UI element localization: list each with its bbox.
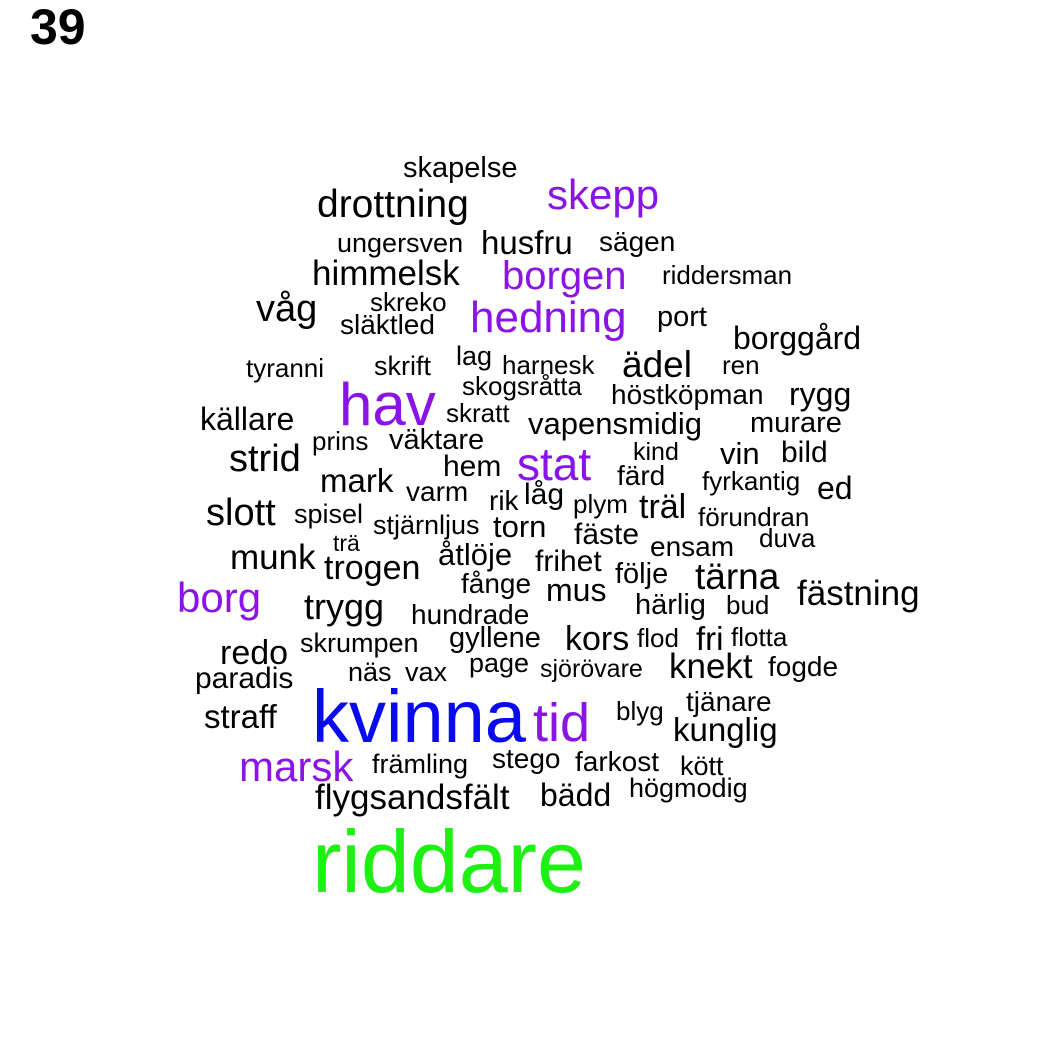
word: stat: [517, 438, 592, 490]
word: rygg: [789, 376, 852, 412]
word: skapelse: [403, 152, 518, 184]
word: fogde: [768, 651, 839, 682]
word: trygg: [304, 586, 385, 627]
word: väktare: [389, 424, 485, 456]
word: förundran: [698, 502, 810, 532]
word: page: [469, 648, 530, 678]
word: frihet: [535, 545, 602, 578]
word: våg: [256, 288, 318, 330]
word: kind: [633, 438, 679, 466]
word: hem: [443, 450, 502, 483]
word: hedning: [470, 293, 627, 342]
word: kunglig: [673, 711, 778, 748]
word: fånge: [461, 568, 532, 599]
word: flygsandsfält: [315, 778, 510, 817]
word: riddersman: [662, 260, 793, 290]
word: källare: [200, 401, 295, 437]
word: stjärnljus: [373, 510, 480, 540]
word: straff: [204, 698, 277, 735]
word: lag: [456, 341, 493, 371]
word: fästning: [797, 574, 920, 613]
word: främling: [372, 749, 469, 779]
word: ren: [722, 350, 760, 380]
word: redo: [220, 634, 289, 672]
panel-number: 39: [30, 0, 86, 55]
word: följe: [615, 558, 669, 590]
word: tjänare: [686, 686, 772, 717]
word: husfru: [481, 224, 573, 261]
word: skrumpen: [300, 628, 419, 658]
word: strid: [229, 438, 301, 480]
word: mark: [320, 462, 394, 499]
word: mus: [546, 572, 607, 608]
word: flod: [637, 623, 679, 653]
word: kors: [565, 620, 630, 658]
word: bud: [726, 590, 770, 620]
word: vapensmidig: [528, 406, 703, 441]
word: låg: [524, 478, 565, 511]
word: tyranni: [246, 353, 325, 383]
word: högmodig: [629, 773, 748, 803]
word: gyllene: [449, 622, 541, 654]
word: riddare: [312, 812, 586, 911]
word: skrift: [374, 351, 431, 381]
word: näs: [348, 657, 392, 687]
word: skratt: [446, 398, 510, 428]
word: kött: [680, 751, 724, 781]
word: skreko: [370, 287, 447, 317]
word: fri: [696, 620, 724, 657]
word: borg: [177, 574, 262, 621]
word: fäste: [574, 518, 640, 551]
word: borgen: [502, 254, 627, 298]
word: hundrade: [411, 599, 530, 630]
word: bädd: [540, 777, 612, 813]
word: tid: [533, 693, 591, 753]
word: blyg: [616, 696, 664, 726]
word: fyrkantig: [702, 466, 801, 496]
word: varm: [406, 476, 469, 507]
word: härlig: [635, 589, 706, 621]
word: sjörövare: [540, 655, 643, 683]
word: paradis: [195, 662, 294, 695]
word: trogen: [324, 549, 421, 587]
word: bild: [781, 436, 828, 469]
word: himmelsk: [312, 254, 460, 293]
word: murare: [750, 407, 842, 439]
word: vax: [405, 657, 448, 687]
word: vin: [720, 436, 760, 471]
word: prins: [312, 426, 369, 456]
word: torn: [493, 509, 547, 544]
word: rik: [489, 485, 519, 516]
word: spisel: [294, 499, 364, 529]
word: knekt: [669, 647, 753, 686]
word: plym: [573, 489, 628, 519]
word: flotta: [731, 622, 788, 652]
word: ensam: [650, 531, 735, 562]
word: skogsråtta: [462, 371, 582, 401]
word: ed: [817, 470, 853, 506]
word: drottning: [317, 183, 469, 226]
word: borggård: [733, 320, 862, 356]
word: farkost: [575, 746, 660, 777]
word: sägen: [599, 226, 676, 257]
word: stego: [492, 743, 561, 774]
word: duva: [759, 523, 816, 553]
word: trä: [333, 530, 360, 556]
word: släktled: [340, 309, 435, 340]
word: hav: [339, 371, 436, 438]
word: harnesk: [502, 350, 595, 380]
word: tärna: [695, 556, 780, 597]
word: kvinna: [312, 675, 526, 758]
word: slott: [206, 492, 276, 534]
word: träl: [639, 488, 687, 526]
word: skepp: [547, 171, 660, 218]
word: åtlöje: [438, 537, 513, 572]
word: munk: [230, 538, 316, 577]
word: ungersven: [337, 228, 464, 258]
word: ädel: [622, 344, 692, 385]
word: port: [657, 301, 707, 333]
word: färd: [617, 460, 666, 491]
word: höstköpman: [611, 379, 764, 410]
word: marsk: [239, 743, 354, 790]
